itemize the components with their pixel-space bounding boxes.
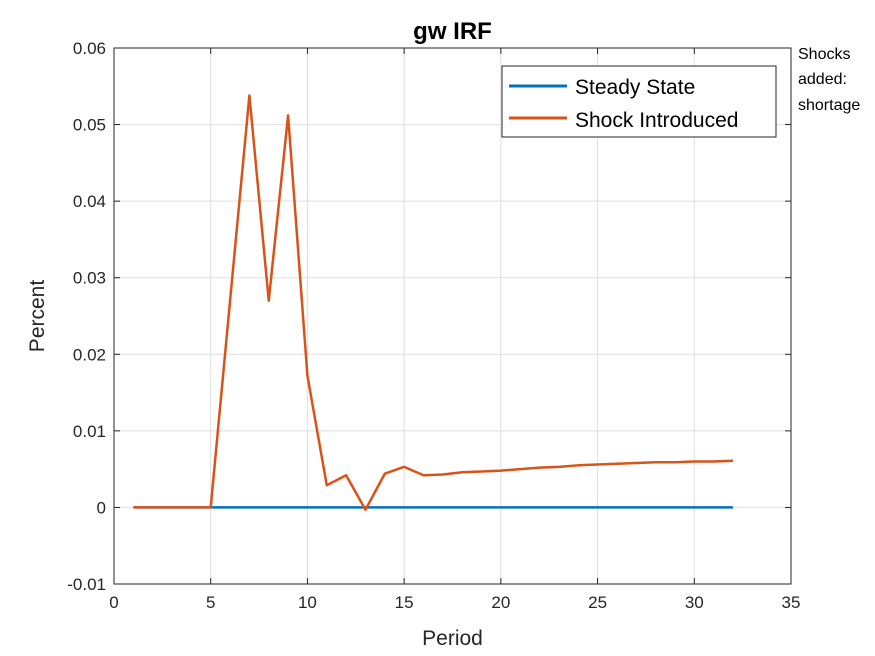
shocks-annotation: Shocks added: shortage: [798, 46, 860, 114]
legend-entry-shock-introduced: Shock Introduced: [575, 109, 738, 132]
y-axis-label: Percent: [26, 280, 49, 353]
x-tick-label: 5: [206, 593, 215, 612]
y-tick-label: 0.05: [73, 116, 106, 135]
x-tick-label: 25: [588, 593, 607, 612]
legend-box: [501, 65, 777, 138]
x-tick-label: 10: [298, 593, 317, 612]
y-tick-label: 0: [97, 498, 106, 517]
annotation-line-3: shortage: [798, 97, 860, 114]
x-tick-label: 30: [685, 593, 704, 612]
y-tick-label: 0.01: [73, 422, 106, 441]
x-axis-label: Period: [422, 627, 483, 650]
x-tick-label: 0: [109, 593, 118, 612]
series-line-shock-introduced: [133, 94, 734, 511]
annotation-line-2: added:: [798, 71, 847, 88]
plot-frame: [113, 47, 792, 585]
legend: Steady State Shock Introduced: [501, 65, 777, 138]
x-tick-label: 35: [782, 593, 801, 612]
series-lines: [133, 94, 734, 511]
y-tick-label: 0.06: [73, 39, 106, 58]
y-tick-label: 0.03: [73, 269, 106, 288]
x-tick-label: 15: [395, 593, 414, 612]
y-tick-label: -0.01: [67, 575, 106, 594]
legend-entry-steady-state: Steady State: [575, 76, 695, 99]
axis-ticks: 0 5 10 15 20 25 30 35-0.0100.010.020.030.040.05…: [67, 39, 800, 612]
x-tick-label: 20: [491, 593, 510, 612]
chart-title: gw IRF: [413, 18, 492, 45]
annotation-line-1: Shocks: [798, 46, 850, 63]
y-tick-label: 0.02: [73, 345, 106, 364]
y-tick-label: 0.04: [73, 192, 106, 211]
